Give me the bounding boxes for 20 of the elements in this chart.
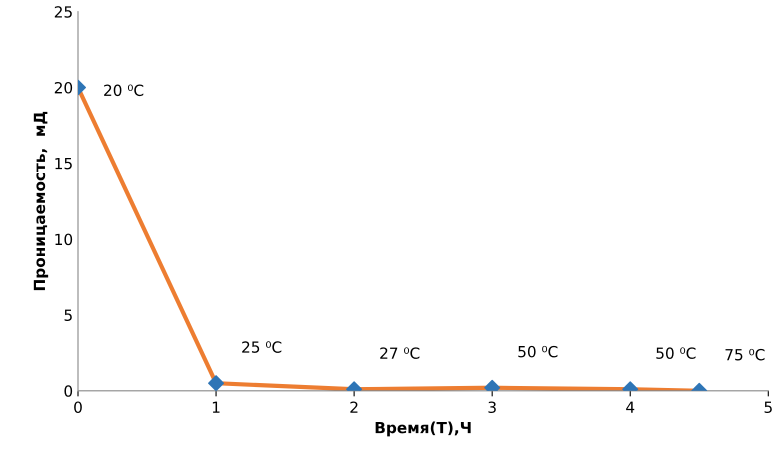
x-tick-label: 3 xyxy=(488,401,496,414)
y-tick-label: 10 xyxy=(55,234,72,246)
y-tick-label: 0 xyxy=(64,385,72,397)
annotation: 50 ⁰C xyxy=(656,347,696,359)
annotation: 50 ⁰C xyxy=(518,346,558,358)
y-tick-label: 25 xyxy=(54,6,72,18)
x-tick-label: 2 xyxy=(350,401,358,413)
annotation: 27 ⁰C xyxy=(380,347,420,359)
y-axis-title: Проницаемость, мД xyxy=(34,112,48,290)
y-tick-label: 5 xyxy=(64,310,72,321)
y-tick-label: 15 xyxy=(55,158,72,170)
x-tick-label: 5 xyxy=(764,402,772,414)
x-tick-label: 0 xyxy=(74,401,82,414)
x-tick-label: 4 xyxy=(626,402,634,413)
y-tick-label: 20 xyxy=(54,82,72,94)
annotation: 75 ⁰C xyxy=(726,348,765,360)
x-axis-title: Время(Т),Ч xyxy=(376,422,471,436)
x-tick-label: 1 xyxy=(212,402,220,413)
annotation: 20 ⁰C xyxy=(104,84,144,96)
annotation: 25 ⁰C xyxy=(242,341,282,353)
